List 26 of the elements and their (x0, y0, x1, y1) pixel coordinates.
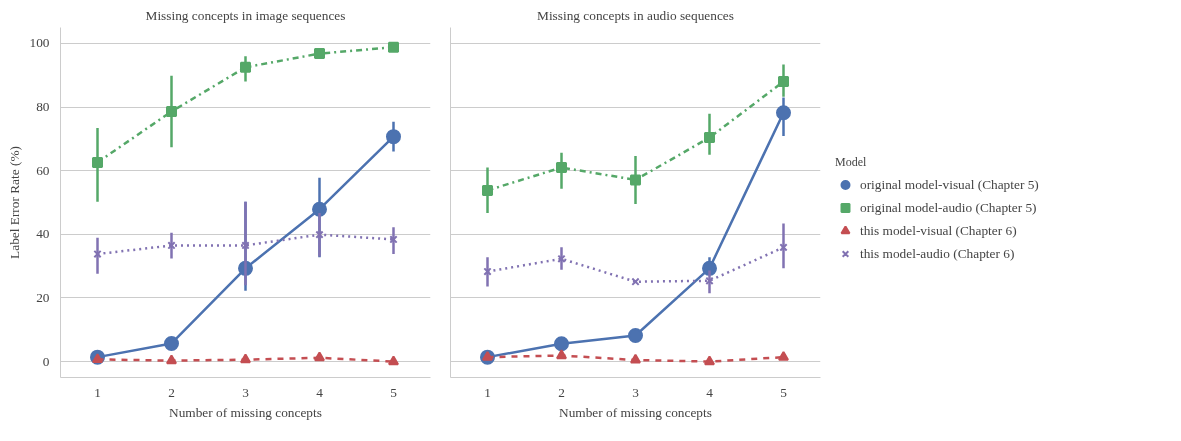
x-tick-label: 3 (632, 384, 640, 400)
legend-label: original model-visual (Chapter 5) (860, 176, 1039, 192)
y-tick-label: 0 (42, 353, 50, 369)
x-tick-label: 4 (706, 384, 714, 400)
x-axis-title: Number of missing concepts (169, 404, 322, 420)
y-tick-label: 80 (36, 99, 50, 115)
x-axis-title: Number of missing concepts (559, 404, 712, 420)
x-tick-label: 3 (242, 384, 250, 400)
x-tick-label: 1 (484, 384, 491, 400)
legend-label: this model-audio (Chapter 6) (860, 245, 1015, 261)
x-tick-label: 1 (94, 384, 101, 400)
legend-label: original model-audio (Chapter 5) (860, 199, 1037, 215)
x-tick-label: 5 (780, 384, 788, 400)
chart-title: Missing concepts in image sequences (145, 7, 346, 23)
chart-title: Missing concepts in audio sequences (537, 7, 734, 23)
x-tick-label: 4 (316, 384, 324, 400)
y-axis-title: Label Error Rate (%) (6, 146, 22, 259)
y-tick-label: 20 (36, 289, 50, 305)
legend-title: Model (835, 154, 868, 169)
x-tick-label: 2 (168, 384, 175, 400)
x-tick-label: 2 (558, 384, 565, 400)
y-tick-label: 60 (36, 162, 50, 178)
y-tick-label: 100 (29, 35, 50, 51)
legend-label: this model-visual (Chapter 6) (860, 222, 1017, 238)
y-tick-label: 40 (36, 226, 50, 242)
x-tick-label: 5 (390, 384, 398, 400)
